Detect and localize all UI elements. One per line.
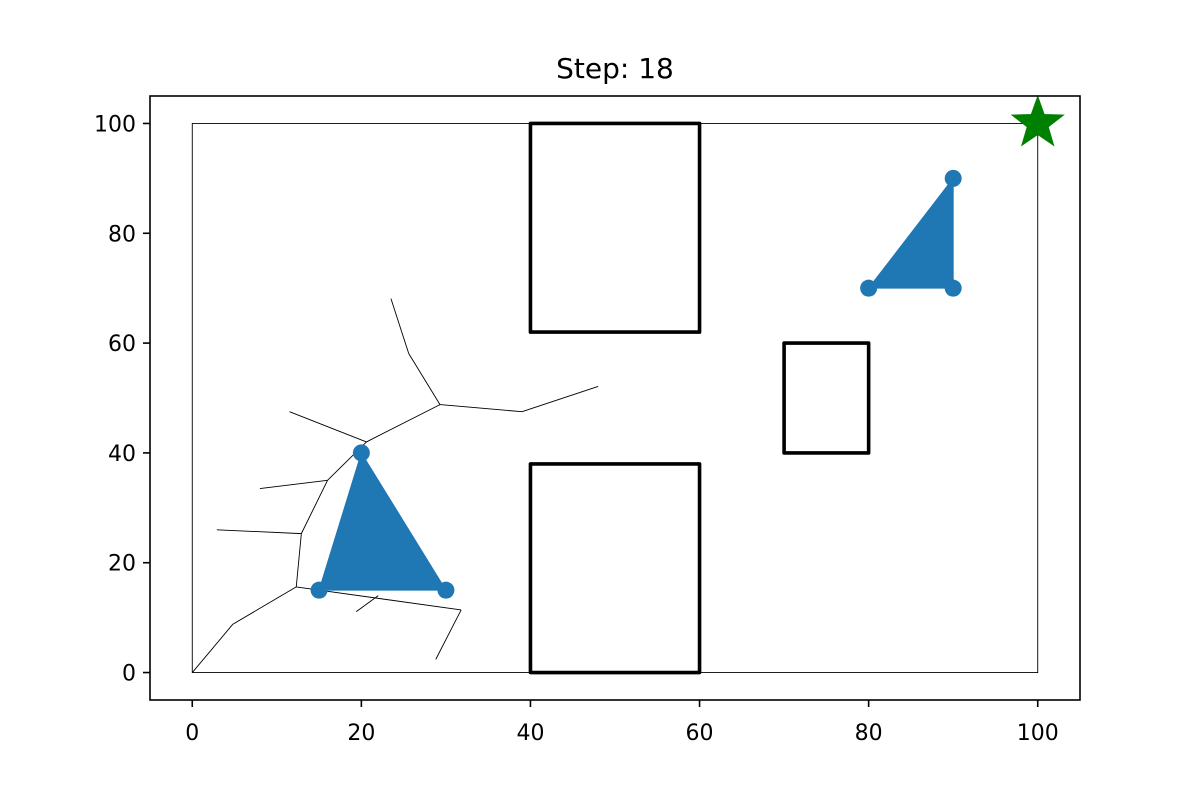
y-tick-label: 20 [108, 552, 136, 577]
tree-edge [300, 480, 328, 534]
x-tick-label: 80 [855, 721, 883, 746]
robot-vertex-point [944, 279, 962, 297]
robot-vertex-point [310, 581, 328, 599]
tree-edge [259, 479, 328, 490]
axes-frame [149, 95, 1081, 701]
x-tick-label: 40 [516, 721, 544, 746]
robot-2 [867, 176, 954, 289]
obstacle-2 [782, 341, 871, 455]
robot-vertex-point [437, 581, 455, 599]
tree-edge [295, 533, 302, 587]
robot-1 [318, 451, 447, 591]
goal-star-marker [1010, 94, 1065, 147]
x-axis: 0 20 40 60 80 100 [185, 700, 1059, 746]
tree-edge [435, 609, 462, 660]
x-tick-label: 0 [185, 721, 199, 746]
chart-title: Step: 18 [556, 52, 674, 85]
obstacle-3 [528, 462, 702, 675]
tree-edge [366, 404, 441, 443]
x-tick-label: 60 [686, 721, 714, 746]
tree-edge [408, 353, 441, 405]
x-tick-label: 20 [347, 721, 375, 746]
y-axis: 0 20 40 60 80 100 [94, 112, 150, 687]
y-tick-label: 80 [108, 222, 136, 247]
y-tick-label: 40 [108, 442, 136, 467]
tree-edge [289, 411, 367, 443]
tree-edge [356, 595, 379, 612]
tree-edge [439, 404, 523, 413]
plot-area [191, 94, 1065, 675]
tree-edge [521, 386, 599, 413]
tree-edge [191, 623, 234, 673]
y-tick-label: 0 [122, 662, 136, 687]
x-tick-label: 100 [1017, 721, 1059, 746]
robot-vertex-point [944, 169, 962, 187]
y-tick-label: 60 [108, 332, 136, 357]
obstacle-1 [528, 121, 702, 334]
tree-edge [390, 298, 410, 354]
tree-edge [216, 529, 302, 535]
tree-edge [232, 586, 297, 625]
robot-vertex-point [860, 279, 878, 297]
robot-vertex-point [352, 444, 370, 462]
y-tick-label: 100 [94, 112, 136, 137]
